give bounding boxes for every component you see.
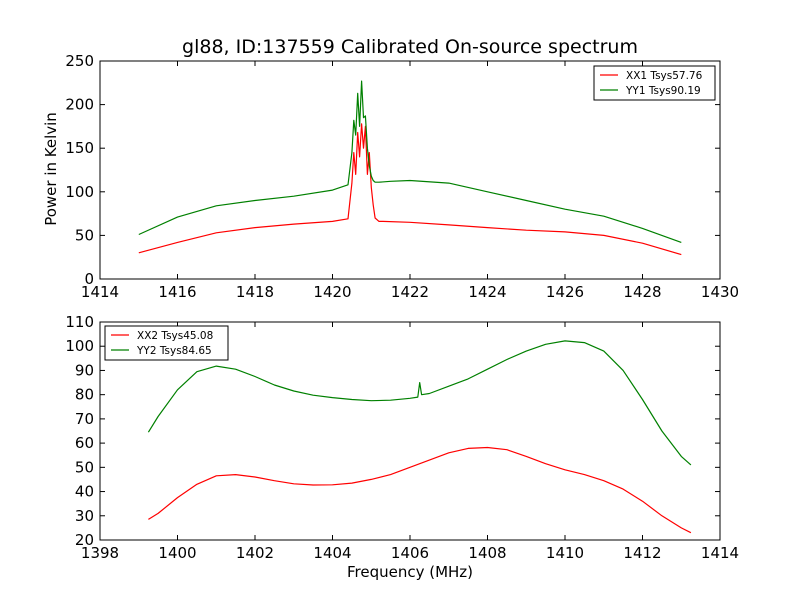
x-tick-label: 1422 bbox=[391, 283, 429, 301]
series-line-bottom-1 bbox=[147, 340, 692, 466]
y-tick-label: 100 bbox=[65, 337, 94, 355]
series-line-top-1 bbox=[138, 80, 682, 243]
y-tick-label: 50 bbox=[75, 458, 94, 476]
legend-label: XX2 Tsys45.08 bbox=[137, 330, 213, 342]
y-tick-label: 90 bbox=[75, 361, 94, 379]
x-tick-label: 1412 bbox=[623, 544, 661, 562]
y-tick-label: 20 bbox=[75, 531, 94, 549]
x-tick-label: 1402 bbox=[236, 544, 274, 562]
y-tick-label: 70 bbox=[75, 410, 94, 428]
y-tick-label: 100 bbox=[65, 183, 94, 201]
x-tick-label: 1418 bbox=[236, 283, 274, 301]
x-tick-label: 1428 bbox=[623, 283, 661, 301]
legend-label: YY2 Tsys84.65 bbox=[136, 345, 212, 357]
chart-title: gl88, ID:137559 Calibrated On-source spe… bbox=[182, 36, 638, 58]
x-axis-label: Frequency (MHz) bbox=[347, 563, 473, 581]
y-tick-label: 250 bbox=[65, 52, 94, 70]
y-axis-label: Power in Kelvin bbox=[42, 112, 60, 226]
y-tick-label: 110 bbox=[65, 313, 94, 331]
top-chart: gl88, ID:137559 Calibrated On-source spe… bbox=[42, 36, 739, 301]
y-tick-label: 60 bbox=[75, 434, 94, 452]
x-tick-label: 1430 bbox=[701, 283, 739, 301]
x-tick-label: 1420 bbox=[313, 283, 351, 301]
legend: XX1 Tsys57.76 YY1 Tsys90.19 bbox=[593, 65, 716, 101]
y-tick-label: 30 bbox=[75, 507, 94, 525]
top-plot-area: 1414 1416 1418 1420 1422 1424 1426 1428 1430 0 50 1… bbox=[65, 52, 739, 301]
x-tick-label: 1416 bbox=[158, 283, 196, 301]
bottom-plot-area: 1398 1400 1402 1404 1406 1408 1410 1412 1414 20 30… bbox=[65, 313, 739, 562]
series-line-top-0 bbox=[138, 123, 682, 256]
x-tick-label: 1406 bbox=[391, 544, 429, 562]
x-tick-label: 1408 bbox=[468, 544, 506, 562]
y-tick-label: 50 bbox=[75, 226, 94, 244]
legend-label: YY1 Tsys90.19 bbox=[625, 85, 701, 97]
bottom-chart: Frequency (MHz) 1398 1400 1402 1404 1406 1408… bbox=[65, 313, 739, 581]
legend-box bbox=[104, 325, 229, 361]
x-tick-label: 1398 bbox=[81, 544, 119, 562]
legend-box bbox=[593, 65, 716, 101]
x-tick-label: 1400 bbox=[158, 544, 196, 562]
legend: XX2 Tsys45.08 YY2 Tsys84.65 bbox=[104, 325, 229, 361]
x-tick-label: 1404 bbox=[313, 544, 351, 562]
y-tick-label: 40 bbox=[75, 483, 94, 501]
x-tick-label: 1414 bbox=[81, 283, 119, 301]
y-tick-label: 0 bbox=[84, 270, 94, 288]
y-tick-label: 150 bbox=[65, 139, 94, 157]
legend-label: XX1 Tsys57.76 bbox=[626, 70, 703, 82]
series-line-bottom-0 bbox=[148, 446, 692, 534]
x-tick-label: 1424 bbox=[468, 283, 506, 301]
y-tick-label: 200 bbox=[65, 96, 94, 114]
y-tick-label: 80 bbox=[75, 386, 94, 404]
x-tick-label: 1414 bbox=[701, 544, 739, 562]
x-tick-label: 1426 bbox=[546, 283, 584, 301]
x-tick-label: 1410 bbox=[546, 544, 584, 562]
